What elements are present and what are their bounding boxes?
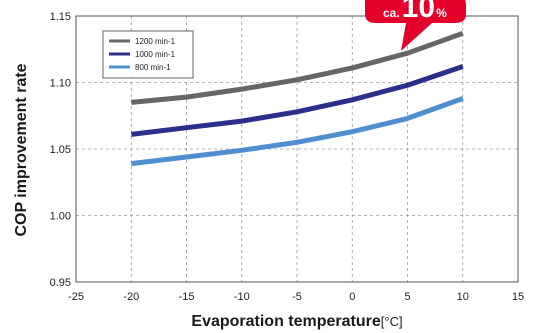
x-tick-label: 0	[349, 291, 355, 303]
series-line-1	[131, 30, 464, 105]
series-line-3	[131, 96, 464, 167]
y-tick-label: 1.00	[50, 211, 71, 223]
callout-prefix: ca.	[383, 6, 400, 20]
x-axis-unit: [°C]	[381, 314, 403, 329]
x-tick-label: 10	[457, 291, 469, 303]
callout-shape	[365, 0, 466, 51]
legend-label: 1200 min-1	[135, 37, 176, 46]
x-axis-ticks: -25 -20 -15 -10 -5 0 5 10 15	[68, 291, 524, 303]
legend: 1200 min-1 1000 min-1 800 min-1	[102, 30, 194, 79]
x-axis-title: Evaporation temperature[°C]	[191, 313, 402, 330]
callout-text: ca.10%	[383, 0, 447, 24]
series-line-2	[130, 64, 464, 137]
callout-value: 10	[402, 0, 435, 24]
x-tick-label: -20	[123, 291, 139, 303]
y-tick-label: 1.05	[50, 144, 71, 156]
x-tick-label: -25	[68, 291, 84, 303]
y-tick-label: 1.15	[50, 11, 71, 23]
series-lines	[130, 30, 464, 167]
y-axis-title: COP improvement rate	[13, 63, 30, 236]
legend-label: 800 min-1	[135, 63, 171, 72]
x-tick-label: -5	[292, 291, 302, 303]
x-tick-label: -15	[179, 291, 195, 303]
legend-label: 1000 min-1	[135, 50, 176, 59]
callout-unit: %	[436, 6, 447, 20]
x-tick-label: 15	[512, 291, 524, 303]
y-tick-label: 0.95	[50, 277, 71, 289]
y-axis-ticks: 0.95 1.00 1.05 1.10 1.15	[50, 11, 71, 289]
callout-bubble: ca.10%	[365, 0, 466, 51]
x-tick-label: -10	[234, 291, 250, 303]
x-tick-label: 5	[404, 291, 410, 303]
y-tick-label: 1.10	[50, 78, 71, 90]
plot-area-frame	[75, 15, 519, 283]
